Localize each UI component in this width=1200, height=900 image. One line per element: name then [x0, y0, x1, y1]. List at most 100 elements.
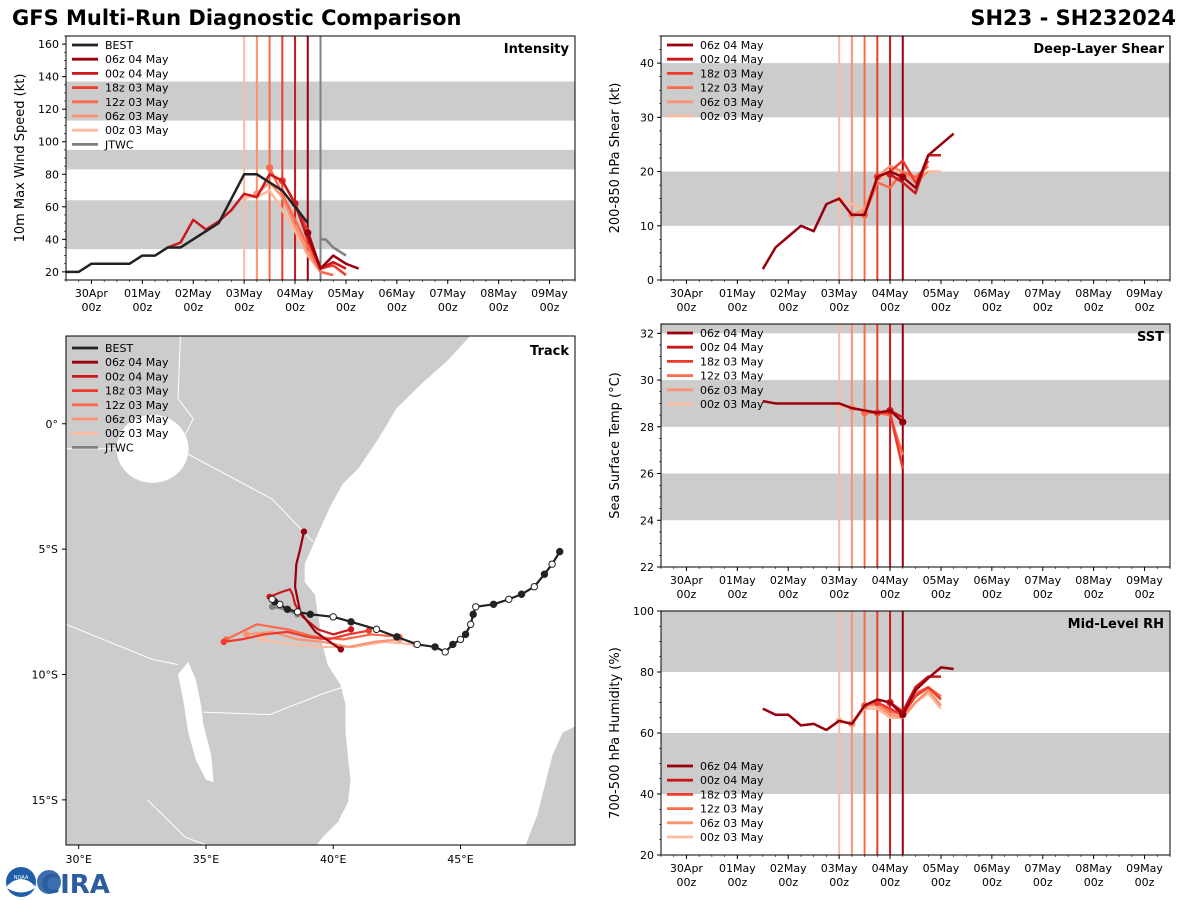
track-point [337, 646, 345, 653]
x-tick-hour-label: 00z [82, 301, 102, 314]
y-tick-label: 22 [640, 561, 654, 574]
legend-label: 12z 03 May [700, 82, 764, 95]
track-point [461, 630, 470, 639]
x-tick-label: 07May [429, 287, 466, 300]
map-frame [65, 335, 576, 846]
threshold-band [661, 324, 1170, 334]
series-line [306, 232, 360, 270]
track-point [258, 636, 266, 643]
legend-label: 06z 03 May [700, 384, 764, 397]
x-tick-hour-label: 00z [829, 301, 849, 314]
legend-label: 06z 04 May [700, 760, 764, 773]
x-tick-label: 05May [923, 862, 960, 875]
x-tick-hour-label: 00z [931, 876, 951, 889]
plot-area [661, 36, 1170, 280]
noaa-logo-wave [7, 879, 35, 893]
series-marker [899, 173, 907, 181]
track-line [223, 629, 370, 643]
y-tick-label: 160 [38, 38, 59, 51]
series-line [66, 173, 309, 274]
cira-logo-globe [37, 870, 61, 894]
y-tick-label: 140 [38, 71, 59, 84]
x-tick-hour-label: 00z [1135, 876, 1155, 889]
figure-title: GFS Multi-Run Diagnostic Comparison [12, 6, 462, 30]
x-tick-label: 35°E [193, 853, 219, 866]
map-area [66, 336, 575, 845]
track-point [220, 638, 227, 646]
chart-sst: 22242628303230Apr00z01May00z02May00z03Ma… [608, 323, 1171, 601]
y-tick-label: 40 [45, 233, 59, 246]
track-point [347, 626, 355, 633]
series-marker [899, 418, 907, 426]
x-tick-label: 08May [480, 287, 517, 300]
x-tick-label: 30Apr [670, 862, 704, 875]
y-tick-label: 20 [45, 266, 59, 279]
legend-label: 18z 03 May [105, 385, 169, 398]
x-tick-hour-label: 00z [880, 876, 900, 889]
x-tick-label: 09May [1126, 287, 1163, 300]
legend-label: 12z 03 May [700, 370, 764, 383]
series-line [320, 238, 347, 257]
track-point [449, 640, 457, 649]
y-tick-label: 20 [640, 849, 654, 862]
y-tick-label: 32 [640, 327, 654, 340]
threshold-band [661, 63, 1170, 118]
track-point [548, 560, 556, 568]
logos: NOAA CIRA [6, 867, 110, 900]
x-tick-label: 04May [872, 574, 909, 587]
y-tick-label: 120 [38, 103, 59, 116]
country-border [147, 799, 209, 845]
y-tick-label: 30 [640, 374, 654, 387]
chart-rh: 2040608010030Apr00z01May00z02May00z03May… [608, 605, 1171, 889]
country-border [66, 623, 179, 665]
legend-label: 12z 03 May [700, 803, 764, 816]
chart-shear: 01020304030Apr00z01May00z02May00z03May00… [608, 35, 1171, 314]
track-line [269, 588, 352, 636]
legend-label: JTWC [104, 441, 134, 454]
x-tick-hour-label: 00z [931, 301, 951, 314]
x-tick-label: 03May [821, 574, 858, 587]
x-tick-hour-label: 00z [778, 301, 798, 314]
y-tick-label: 20 [640, 166, 654, 179]
series-marker [304, 229, 312, 237]
legend-label: 06z 04 May [105, 53, 169, 66]
plot-area [66, 36, 575, 280]
x-tick-label: 08May [1075, 574, 1112, 587]
track-point [456, 635, 465, 644]
legend-label: 00z 04 May [105, 370, 169, 383]
y-tick-label: 40 [640, 788, 654, 801]
y-tick-label: 60 [45, 201, 59, 214]
x-tick-hour-label: 00z [829, 588, 849, 601]
legend-label: 00z 04 May [700, 341, 764, 354]
track-point [469, 610, 477, 619]
chart-track: 30°E 35°E 40°E 45°E0°5°S10°S15°STrackBEST06… [32, 335, 576, 866]
x-tick-hour-label: 00z [677, 588, 697, 601]
plot-area [661, 324, 1170, 567]
lake-malawi [178, 662, 214, 783]
legend-label: 00z 04 May [700, 774, 764, 787]
legend-label: 06z 03 May [105, 413, 169, 426]
storm-id-title: SH23 - SH232024 [970, 6, 1176, 30]
series-line [761, 132, 955, 270]
legend-label: 00z 03 May [700, 831, 764, 844]
x-tick-label: 45°E [447, 853, 473, 866]
x-tick-label: 06May [973, 287, 1010, 300]
x-tick-label: 08May [1075, 862, 1112, 875]
x-tick-label: 06May [378, 287, 415, 300]
series-marker [899, 711, 907, 719]
x-tick-label: 04May [277, 287, 314, 300]
legend-label: 06z 04 May [700, 39, 764, 52]
x-tick-label: 01May [719, 574, 756, 587]
x-tick-hour-label: 00z [285, 301, 305, 314]
y-tick-label: 100 [633, 605, 654, 618]
x-tick-hour-label: 00z [1084, 876, 1104, 889]
y-tick-label: 5°S [39, 543, 58, 556]
x-tick-hour-label: 00z [1033, 301, 1053, 314]
threshold-band [661, 473, 1170, 521]
x-tick-hour-label: 00z [132, 301, 152, 314]
x-tick-hour-label: 00z [727, 301, 747, 314]
legend-label: 06z 03 May [105, 110, 169, 123]
track-point [268, 595, 276, 603]
country-border [203, 686, 344, 716]
